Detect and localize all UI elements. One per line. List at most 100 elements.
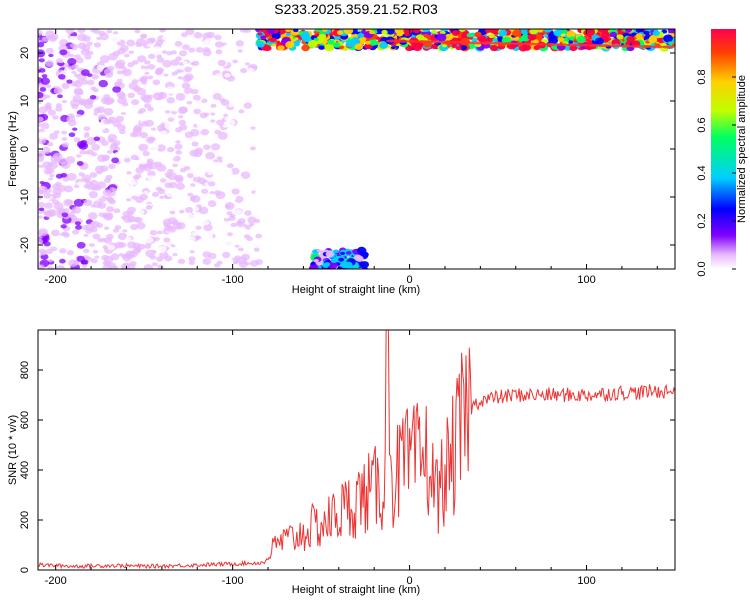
spectrogram-band-core: [428, 40, 441, 44]
spectrogram-blob: [67, 119, 77, 127]
spectrogram-blob: [161, 200, 171, 207]
spectrogram-blob: [313, 258, 319, 263]
spectrogram-blob: [170, 105, 179, 112]
spectrogram-blob: [122, 253, 133, 262]
spectrogram-blob: [72, 127, 78, 131]
spectrogram-blob: [214, 73, 224, 80]
spectrogram-blob: [45, 105, 52, 110]
spectrogram-blob: [279, 29, 287, 34]
spectrogram-blob: [64, 185, 74, 193]
spectrogram-blob: [92, 233, 101, 240]
spectrogram-blob: [145, 205, 153, 210]
spectrogram-blob: [131, 117, 139, 123]
spectrogram-blob: [147, 170, 156, 177]
spectrogram-blob: [107, 197, 115, 203]
spectrogram-blob: [159, 29, 166, 33]
spectrogram-blob: [122, 68, 132, 77]
spectrogram-x-axis-label: Height of straight line (km): [292, 284, 420, 296]
spectrogram-blob: [217, 159, 224, 163]
spectrogram-blob: [44, 165, 51, 170]
spectrogram-blob: [120, 111, 127, 116]
spectrogram-band-core: [598, 44, 611, 48]
spectrogram-blob: [250, 64, 258, 69]
spectrogram-blob: [271, 32, 281, 40]
spectrogram-blob: [151, 262, 158, 267]
spectrogram-blob: [218, 80, 226, 86]
spectrogram-blob: [566, 30, 576, 39]
spectrogram-blob: [207, 181, 216, 187]
spectrogram-blob: [204, 235, 214, 242]
spectrogram-blob: [134, 208, 145, 217]
spectrogram-blob: [210, 164, 220, 172]
spectrogram-blob: [210, 134, 218, 141]
spectrogram-blob: [90, 29, 97, 33]
spectrogram-blob: [43, 192, 52, 199]
spectrogram-blob: [379, 42, 389, 49]
spectrogram-blob: [237, 247, 244, 252]
spectrogram-blob: [364, 40, 371, 45]
spectrogram-blob: [141, 68, 147, 72]
spectrogram-blob: [38, 122, 42, 128]
spectrogram-blob: [103, 237, 113, 244]
spectrogram-blob: [224, 117, 231, 121]
spectrogram-blob: [307, 40, 318, 48]
spectrogram-blob: [102, 189, 112, 197]
spectrogram-blob: [184, 66, 193, 73]
spectrogram-blob: [492, 38, 498, 42]
spectrogram-blob: [81, 264, 88, 268]
spectrogram-blob: [250, 126, 256, 130]
spectrogram-blob: [152, 79, 161, 86]
spectrogram-blob: [114, 151, 123, 158]
spectrogram-blob: [47, 142, 54, 147]
snr-x-tick-label: 100: [577, 575, 595, 587]
spectrogram-blob: [51, 229, 60, 237]
spectrogram-blob: [71, 70, 77, 75]
spectrogram-blob: [143, 264, 154, 269]
spectrogram-blob: [584, 29, 594, 34]
spectrogram-blob: [76, 154, 82, 158]
spectrogram-blob: [123, 157, 131, 163]
spectrogram-blob: [202, 49, 212, 57]
colorbar-label: Normalized spectral amplitude: [736, 75, 748, 223]
spectrogram-blob: [224, 223, 231, 228]
spectrogram-blob: [244, 62, 251, 66]
spectrogram-blob: [164, 181, 173, 189]
spectrogram-blob: [234, 156, 244, 163]
spectrogram-blob: [172, 188, 179, 193]
spectrogram-blob: [98, 79, 109, 88]
spectrogram-blob: [116, 78, 123, 83]
spectrogram-blob: [188, 47, 196, 53]
spectrogram-blob: [66, 250, 74, 256]
spectrogram-blob: [53, 130, 60, 135]
spectrogram-blob: [89, 95, 97, 100]
spectrogram-blob: [221, 240, 232, 248]
spectrogram-blob: [163, 237, 171, 243]
spectrogram-blob: [46, 34, 53, 40]
spectrogram-blob: [285, 41, 295, 49]
spectrogram-blob: [83, 133, 90, 138]
spectrogram-blob: [124, 181, 134, 189]
spectrogram-blob: [167, 172, 178, 181]
spectrogram-blob: [126, 198, 132, 202]
spectrogram-blob: [106, 206, 115, 213]
spectrogram-blob: [66, 79, 73, 84]
spectrogram-x-tick-label: 0: [407, 274, 413, 286]
spectrogram-blob: [253, 78, 262, 85]
spectrogram-blob: [156, 216, 162, 220]
spectrogram-blob: [50, 67, 57, 72]
spectrogram-blob: [38, 116, 44, 122]
spectrogram-blob: [233, 261, 239, 265]
spectrogram-blob: [213, 190, 222, 196]
spectrogram-blob: [159, 108, 165, 112]
spectrogram-blob: [189, 149, 199, 157]
snr-series-line: [38, 330, 675, 570]
spectrogram-blob: [147, 75, 154, 80]
spectrogram-blob: [65, 29, 75, 35]
spectrogram-blob: [643, 30, 650, 35]
spectrogram-blob: [38, 68, 46, 73]
spectrogram-blob: [94, 255, 100, 259]
spectrogram-blob: [226, 45, 237, 53]
spectrogram-blob: [38, 58, 45, 63]
spectrogram-blob: [230, 222, 237, 228]
spectrogram-band-core: [438, 40, 451, 44]
